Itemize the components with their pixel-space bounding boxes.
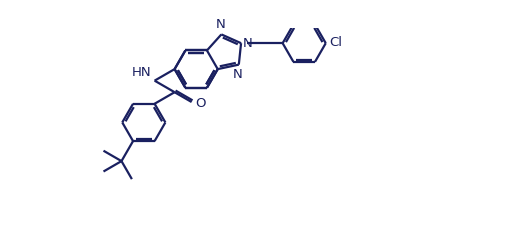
Text: HN: HN <box>132 66 152 79</box>
Text: O: O <box>196 97 206 110</box>
Text: N: N <box>233 68 243 82</box>
Text: N: N <box>216 18 225 30</box>
Text: Cl: Cl <box>329 36 342 49</box>
Text: N: N <box>243 37 252 50</box>
